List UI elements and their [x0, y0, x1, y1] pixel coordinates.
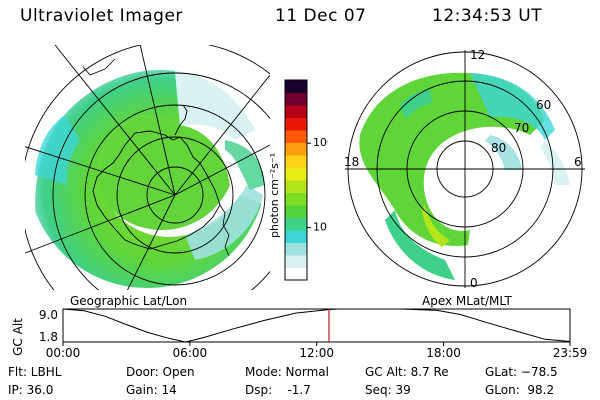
colorbar-cell [285, 180, 307, 193]
date-label: 11 Dec 07 [275, 6, 367, 26]
time-tick-23-59: 23:59 [553, 346, 588, 360]
time-label: 12:34:53 UT [432, 6, 543, 26]
apex-panel-label: Apex MLat/MLT [422, 294, 512, 308]
colorbar-cell [285, 255, 307, 268]
altitude-series-line [62, 308, 571, 343]
gc-alt-label: GC Alt: 8.7 Re [365, 365, 449, 379]
colorbar-cell [285, 80, 307, 93]
colorbar-cell [285, 230, 307, 243]
altitude-timeline-chart: GC Alt 9.0 1.8 00:00 06:00 12:00 18:00 2… [11, 308, 588, 360]
colorbar-unit-label: photon cm⁻²s⁻¹ [268, 153, 281, 238]
seq-label: Seq: 39 [365, 383, 411, 397]
colorbar-cell [285, 167, 307, 181]
colorbar-tick-label-10: 10 [313, 221, 327, 234]
mode-label: Mode: Normal [245, 365, 329, 379]
colorbar-cell [285, 242, 307, 256]
mlt-label-18: 18 [344, 155, 359, 169]
filter-label: Flt: LBHL [8, 365, 62, 379]
colorbar-cell [285, 155, 307, 168]
colorbar-cell [285, 92, 307, 106]
geographic-aurora-image [25, 45, 270, 290]
altitude-y-tick-9-0: 9.0 [39, 308, 58, 322]
colorbar-cells [285, 80, 307, 281]
gain-label: Gain: 14 [126, 383, 177, 397]
colorbar-cell [285, 267, 307, 281]
mlt-label-0: 0 [470, 276, 478, 290]
time-tick-00-00: 00:00 [46, 346, 81, 360]
colorbar-cell [285, 117, 307, 131]
colorbar-cell [285, 142, 307, 156]
altitude-y-tick-1-8: 1.8 [39, 330, 58, 344]
colorbar-frame [284, 79, 308, 281]
altitude-plot-frame [62, 308, 571, 343]
apex-aurora-image: 12 18 6 0 60 70 80 [344, 48, 585, 290]
mlat-label-70: 70 [514, 121, 529, 135]
colorbar-cell [285, 217, 307, 231]
altitude-y-axis-label: GC Alt [11, 318, 25, 356]
time-tick-06-00: 06:00 [173, 346, 208, 360]
time-tick-18-00: 18:00 [426, 346, 461, 360]
geographic-panel-label: Geographic Lat/Lon [70, 294, 188, 308]
dsp-label: Dsp: -1.7 [245, 383, 311, 397]
mlat-label-80: 80 [491, 141, 506, 155]
instrument-title: Ultraviolet Imager [20, 6, 183, 26]
door-label: Door: Open [126, 365, 195, 379]
mlt-label-12: 12 [470, 48, 485, 62]
colorbar: 100 10 photon cm⁻²s⁻¹ [268, 79, 328, 281]
colorbar-tick-label-100: 100 [313, 136, 328, 149]
mlt-label-6: 6 [574, 155, 582, 169]
ip-label: IP: 36.0 [8, 383, 54, 397]
colorbar-cell [285, 105, 307, 118]
colorbar-cell [285, 192, 307, 206]
colorbar-cell [285, 205, 307, 218]
glat-label: GLat: −78.5 [485, 365, 558, 379]
mlat-label-60: 60 [536, 98, 551, 112]
colorbar-cell [285, 130, 307, 143]
glon-label: GLon: 98.2 [485, 383, 555, 397]
time-tick-12-00: 12:00 [299, 346, 334, 360]
